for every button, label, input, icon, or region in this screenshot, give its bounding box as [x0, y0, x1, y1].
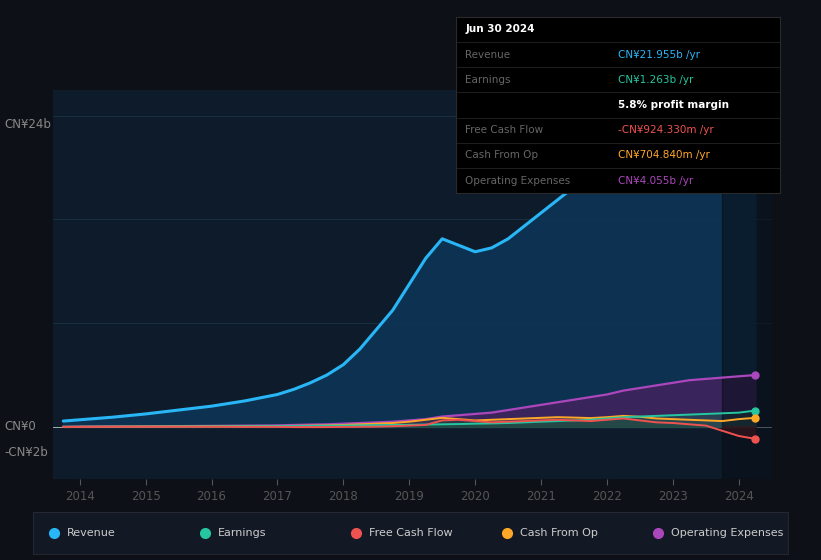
Text: CN¥4.055b /yr: CN¥4.055b /yr: [618, 176, 693, 185]
Text: Revenue: Revenue: [466, 50, 511, 59]
Text: Earnings: Earnings: [466, 75, 511, 85]
Text: CN¥704.840m /yr: CN¥704.840m /yr: [618, 151, 709, 160]
Text: CN¥21.955b /yr: CN¥21.955b /yr: [618, 50, 699, 59]
Text: Operating Expenses: Operating Expenses: [671, 529, 783, 538]
Text: -CN¥924.330m /yr: -CN¥924.330m /yr: [618, 125, 713, 135]
Text: Cash From Op: Cash From Op: [520, 529, 598, 538]
Text: Operating Expenses: Operating Expenses: [466, 176, 571, 185]
Text: Free Cash Flow: Free Cash Flow: [369, 529, 452, 538]
Text: Free Cash Flow: Free Cash Flow: [466, 125, 544, 135]
Text: CN¥1.263b /yr: CN¥1.263b /yr: [618, 75, 693, 85]
Bar: [722, 90, 772, 479]
Text: CN¥0: CN¥0: [4, 421, 36, 433]
Text: Jun 30 2024: Jun 30 2024: [466, 25, 535, 34]
Text: Cash From Op: Cash From Op: [466, 151, 539, 160]
Text: CN¥24b: CN¥24b: [4, 118, 51, 132]
Text: -CN¥2b: -CN¥2b: [4, 446, 48, 459]
Text: Earnings: Earnings: [218, 529, 266, 538]
Text: 5.8% profit margin: 5.8% profit margin: [618, 100, 729, 110]
Text: Revenue: Revenue: [67, 529, 116, 538]
